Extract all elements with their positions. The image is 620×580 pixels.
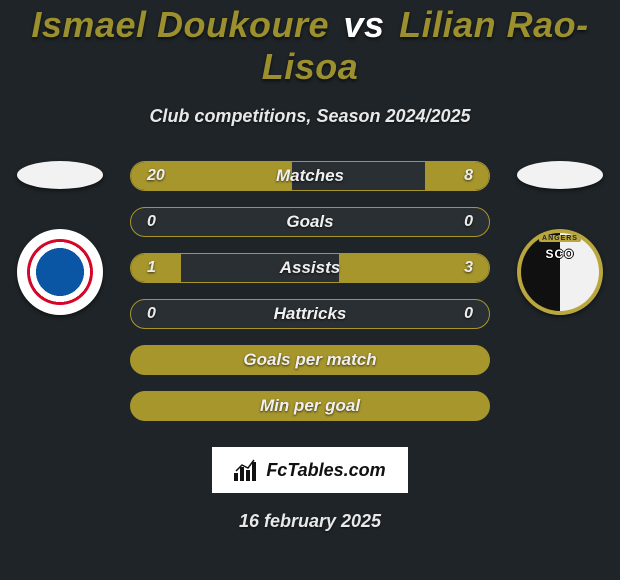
stat-bar-goals-per-match: Goals per match: [130, 345, 490, 375]
date-line: 16 february 2025: [0, 511, 620, 532]
stat-bar-matches: 20Matches8: [130, 161, 490, 191]
stat-label: Hattricks: [131, 304, 489, 324]
stat-label: Min per goal: [131, 396, 489, 416]
subtitle: Club competitions, Season 2024/2025: [0, 106, 620, 127]
fctables-text: FcTables.com: [266, 460, 385, 481]
title-vs: vs: [344, 4, 385, 45]
main-row: 20Matches80Goals01Assists30Hattricks0Goa…: [0, 161, 620, 437]
page-title: Ismael Doukoure vs Lilian Rao-Lisoa: [0, 0, 620, 88]
stats-column: 20Matches80Goals01Assists30Hattricks0Goa…: [112, 161, 508, 437]
comparison-infographic: Ismael Doukoure vs Lilian Rao-Lisoa Club…: [0, 0, 620, 580]
left-player-column: [8, 161, 112, 315]
stat-value-right: 0: [464, 305, 473, 323]
sco-angers-text: ANGERS: [539, 235, 581, 242]
stat-label: Assists: [131, 258, 489, 278]
player1-photo-placeholder: [17, 161, 103, 189]
stat-bar-min-per-goal: Min per goal: [130, 391, 490, 421]
stat-value-right: 0: [464, 213, 473, 231]
title-player1: Ismael Doukoure: [31, 4, 329, 45]
player1-club-logo: [17, 229, 103, 315]
player2-photo-placeholder: [517, 161, 603, 189]
stat-bar-goals: 0Goals0: [130, 207, 490, 237]
right-player-column: ANGERS: [508, 161, 612, 315]
stat-bar-hattricks: 0Hattricks0: [130, 299, 490, 329]
player2-club-logo: ANGERS: [517, 229, 603, 315]
stat-label: Matches: [131, 166, 489, 186]
stat-label: Goals per match: [131, 350, 489, 370]
fctables-badge: FcTables.com: [212, 447, 408, 493]
stat-value-right: 3: [464, 259, 473, 277]
stat-bar-assists: 1Assists3: [130, 253, 490, 283]
stat-label: Goals: [131, 212, 489, 232]
fctables-icon: [234, 459, 260, 481]
stat-value-right: 8: [464, 167, 473, 185]
